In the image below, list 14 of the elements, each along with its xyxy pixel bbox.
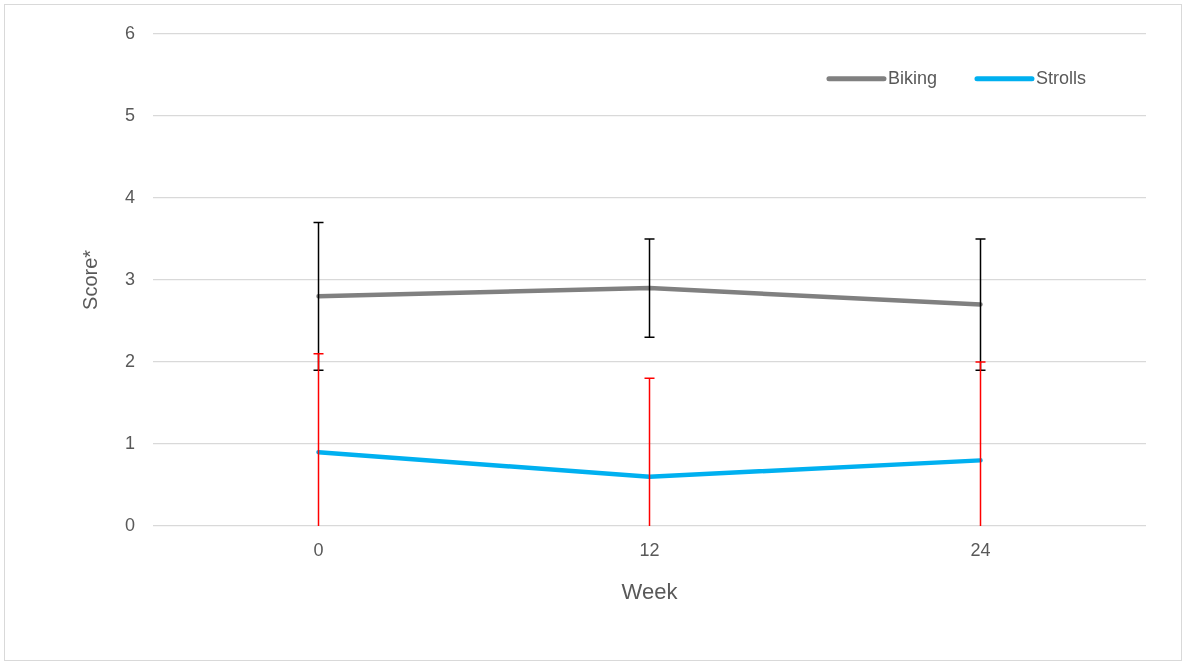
x-tick-label: 24 xyxy=(970,539,991,560)
x-tick-label: 0 xyxy=(313,539,324,560)
y-tick-label: 4 xyxy=(125,186,136,207)
legend-label: Biking xyxy=(887,67,937,88)
y-tick-label: 3 xyxy=(125,268,136,289)
y-axis-title: Score* xyxy=(78,249,101,310)
legend-label: Strolls xyxy=(1035,67,1087,88)
y-tick-label: 6 xyxy=(125,22,136,43)
y-tick-label: 0 xyxy=(125,514,136,535)
x-axis-title: Week xyxy=(621,578,679,604)
x-tick-label: 12 xyxy=(639,539,660,560)
y-tick-label: 5 xyxy=(125,104,136,125)
y-tick-label: 2 xyxy=(125,350,136,371)
y-tick-label: 1 xyxy=(125,432,136,453)
